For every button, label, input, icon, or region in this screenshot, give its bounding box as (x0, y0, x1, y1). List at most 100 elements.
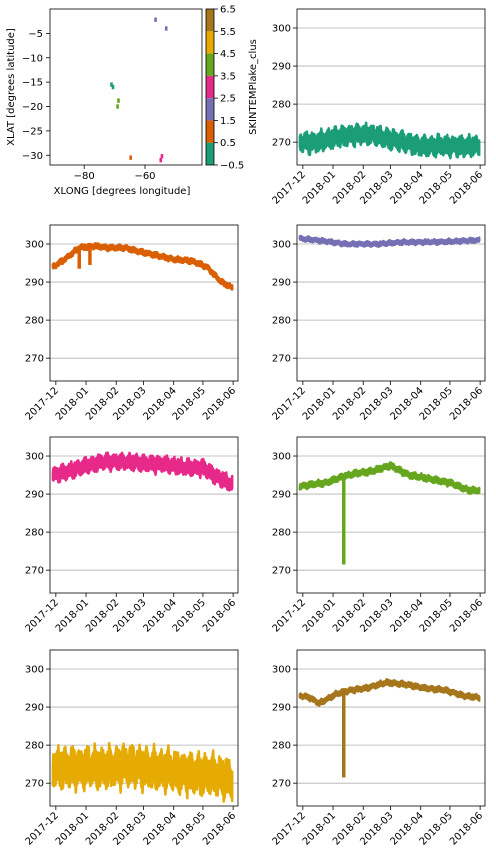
map-cluster-point (116, 104, 119, 109)
colorbar-block (206, 31, 214, 54)
map-y-tick-label: −30 (22, 151, 43, 162)
y-tick-label: 290 (272, 62, 291, 73)
y-tick-label: 270 (272, 566, 291, 577)
x-tick-label: 2018-06 (448, 385, 485, 422)
colorbar-blocks (206, 9, 214, 165)
series-line (51, 741, 234, 803)
y-tick-label: 270 (272, 138, 291, 149)
colorbar-block (206, 75, 214, 99)
y-tick-label: 300 (272, 240, 291, 251)
colorbar-tick-label: 6.5 (220, 5, 236, 16)
colorbar-ticks: 6.5 5.5 4.5 3.5 2.5 1.5 0.5 −0.5 (214, 5, 244, 172)
map-panel: −80 −60 −5 −10 −15 −20 −25 −30 XLONG [degrees… (6, 8, 203, 197)
y-tick-label: 280 (272, 100, 291, 111)
map-y-tick-label: −25 (22, 126, 43, 137)
map-y-tick-label: −10 (22, 53, 43, 64)
colorbar-block (206, 120, 214, 143)
y-tick-label: 300 (272, 452, 291, 463)
y-tick-label: 270 (272, 779, 291, 790)
y-tick-label: 300 (25, 665, 44, 676)
y-tick-label: 300 (25, 240, 44, 251)
map-y-tick-label: −20 (22, 102, 43, 113)
colorbar: 6.5 5.5 4.5 3.5 2.5 1.5 0.5 −0.5 SKINTEMPlake_c… (205, 5, 259, 172)
colorbar-tick-label: 3.5 (220, 71, 236, 82)
y-tick-label: 290 (272, 703, 291, 714)
colorbar-tick-label: 0.5 (220, 138, 236, 149)
colorbar-block (206, 98, 214, 121)
time-series-panel-cluster-6: 3002902802702017-122018-012018-022018-03… (271, 649, 486, 848)
y-tick-label: 280 (25, 741, 44, 752)
time-series-panel-cluster-4: 3002902802702017-122018-012018-022018-03… (271, 436, 486, 635)
map-points (110, 17, 168, 163)
time-series-panel-cluster-1: 3002902802702017-122018-012018-022018-03… (24, 224, 239, 423)
colorbar-tick-label: 2.5 (220, 94, 236, 105)
map-cluster-point (110, 82, 113, 87)
series-line (298, 121, 481, 160)
map-plot-area (49, 8, 203, 166)
y-tick-label: 270 (25, 354, 44, 365)
y-tick-label: 300 (25, 452, 44, 463)
colorbar-label: SKINTEMPlake_clus (248, 39, 259, 135)
colorbar-block (206, 9, 214, 32)
x-tick-label: 2018-06 (201, 810, 238, 847)
axes-frame (49, 649, 239, 807)
y-tick-label: 280 (25, 528, 44, 539)
map-y-tick-label: −15 (22, 78, 43, 89)
axes-frame (296, 649, 486, 807)
colorbar-tick-label: 1.5 (220, 116, 236, 127)
map-y-tick-label: −5 (28, 29, 43, 40)
y-tick-label: 290 (25, 703, 44, 714)
y-tick-label: 290 (25, 278, 44, 289)
y-tick-label: 290 (25, 490, 44, 501)
map-cluster-point (159, 157, 163, 163)
series-line (298, 678, 481, 707)
y-tick-label: 280 (272, 528, 291, 539)
axes-frame (296, 8, 486, 166)
plot-area (297, 437, 485, 593)
x-tick-label: 2018-06 (448, 810, 485, 847)
axes-frame (296, 224, 486, 382)
map-cluster-point (117, 98, 120, 103)
map-cluster-point (160, 154, 164, 159)
y-tick-label: 290 (272, 490, 291, 501)
plot-area (297, 225, 485, 381)
colorbar-tick-label: −0.5 (220, 161, 244, 172)
y-tick-label: 270 (272, 354, 291, 365)
map-y-ticks: −5 −10 −15 −20 −25 −30 (22, 29, 50, 162)
series-line (51, 451, 234, 492)
time-series-panel-cluster-3: 3002902802702017-122018-012018-022018-03… (24, 436, 239, 635)
map-cluster-point (111, 84, 115, 90)
y-tick-label: 270 (25, 566, 44, 577)
x-tick-label: 2018-06 (201, 385, 238, 422)
map-x-tick-label: −60 (134, 171, 155, 182)
series-line (298, 461, 481, 495)
axes-frame (49, 436, 239, 594)
y-tick-label: 280 (25, 316, 44, 327)
axes-frame (49, 224, 239, 382)
y-tick-label: 300 (272, 665, 291, 676)
colorbar-tick-label: 5.5 (220, 27, 236, 38)
map-cluster-point (129, 155, 132, 160)
map-cluster-point (154, 17, 157, 22)
time-series-panel-cluster-0: 3002902802702017-122018-012018-022018-03… (271, 8, 486, 207)
y-tick-label: 270 (25, 779, 44, 790)
map-y-axis-label: XLAT [degrees latitude] (6, 28, 17, 146)
x-tick-label: 2018-06 (448, 169, 485, 206)
y-tick-label: 280 (272, 741, 291, 752)
map-x-tick-label: −80 (74, 171, 95, 182)
series-line (298, 234, 481, 248)
map-cluster-point (164, 26, 168, 31)
plot-area (297, 650, 485, 806)
x-tick-label: 2018-06 (201, 597, 238, 634)
y-tick-label: 300 (272, 24, 291, 35)
y-tick-label: 280 (272, 316, 291, 327)
map-x-ticks: −80 −60 (74, 165, 156, 182)
series-line (51, 242, 234, 291)
time-series-panel-cluster-5: 3002902802702017-122018-012018-022018-03… (24, 649, 239, 848)
x-tick-label: 2018-06 (448, 597, 485, 634)
map-x-axis-label: XLONG [degrees longitude] (54, 186, 191, 197)
colorbar-block (206, 142, 214, 165)
colorbar-block (206, 53, 214, 76)
colorbar-tick-label: 4.5 (220, 49, 236, 60)
